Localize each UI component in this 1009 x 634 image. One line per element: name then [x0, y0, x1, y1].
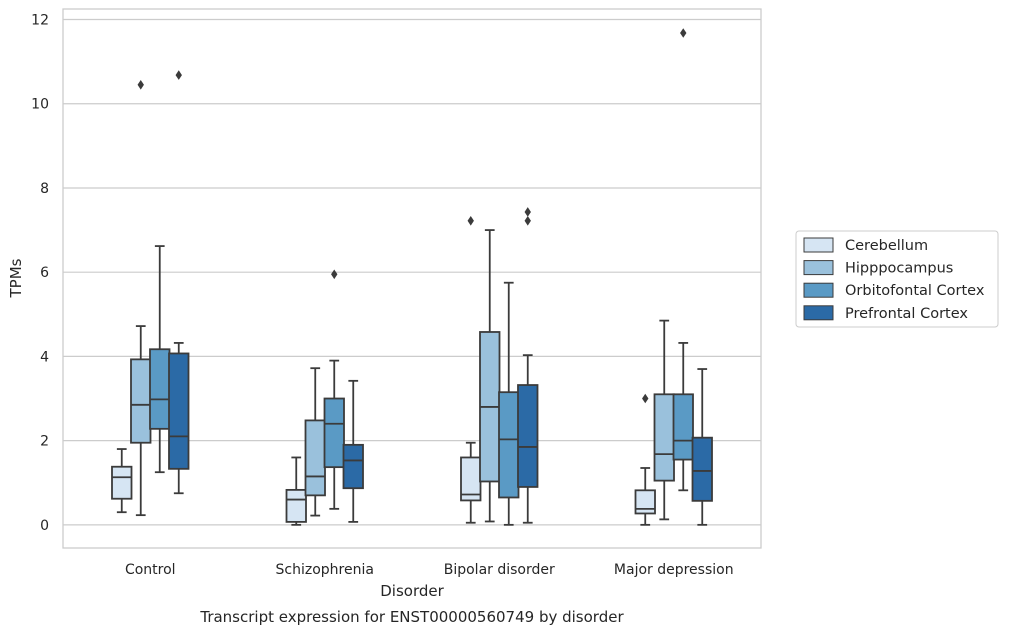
chart-caption: Transcript expression for ENST0000056074… — [199, 608, 624, 626]
box-body — [634, 489, 656, 515]
box-body — [517, 384, 539, 488]
outlier-point — [137, 79, 144, 90]
y-tick-label: 6 — [40, 265, 49, 281]
legend-label: Prefrontal Cortex — [845, 306, 968, 322]
legend-swatch — [803, 260, 834, 276]
x-axis-label: Disorder — [380, 582, 444, 600]
outlier-point — [175, 70, 182, 80]
y-tick-label: 2 — [40, 434, 49, 450]
box-3-2 — [672, 28, 694, 492]
outlier-point — [642, 393, 649, 404]
x-tick-label: Control — [125, 562, 176, 578]
box-2-3 — [517, 207, 539, 524]
y-tick-labels: 0 2 4 6 8 10 12 — [31, 13, 49, 534]
legend-item: Hipppocampus — [803, 260, 953, 277]
legend-label: Orbitofontal Cortex — [845, 283, 985, 299]
box-1-0 — [285, 456, 307, 526]
y-axis-label: TPMs — [7, 258, 25, 298]
legend: Cerebellum Hipppocampus Orbitofontal Corte… — [795, 230, 999, 328]
box-body — [323, 397, 345, 469]
legend-item: Prefrontal Cortex — [803, 305, 968, 322]
box-0-3 — [168, 70, 190, 495]
box-2-2 — [498, 281, 520, 526]
box-3-1 — [653, 319, 675, 521]
box-3-3 — [691, 368, 713, 526]
box-body — [672, 393, 694, 461]
box-0-1 — [130, 79, 152, 517]
box-body — [498, 391, 520, 499]
box-0-2 — [149, 245, 171, 474]
legend-item: Cerebellum — [803, 237, 928, 254]
legend-frame — [795, 230, 999, 328]
y-tick-label: 8 — [40, 181, 49, 197]
box-2-1 — [479, 229, 501, 523]
box-body — [285, 488, 307, 523]
box-2-0 — [460, 216, 482, 524]
box-body — [111, 465, 133, 500]
x-tick-label: Schizophrenia — [276, 562, 374, 578]
box-body — [304, 419, 326, 497]
outlier-point — [524, 216, 531, 226]
outlier-point — [467, 216, 474, 226]
box-0-0 — [111, 448, 133, 514]
y-tick-label: 0 — [40, 518, 49, 534]
legend-label: Cerebellum — [845, 238, 928, 254]
plot-frame — [62, 8, 762, 549]
outlier-point — [524, 207, 531, 217]
box-1-2 — [323, 269, 345, 510]
y-tick-label: 4 — [40, 349, 49, 365]
legend-swatch — [803, 282, 834, 298]
box-body — [691, 436, 713, 502]
legend-swatch — [803, 237, 834, 253]
box-body — [149, 348, 171, 430]
box-1-1 — [304, 367, 326, 517]
box-body — [168, 352, 190, 470]
x-tick-labels: Control Schizophrenia Bipolar disorder Majo… — [125, 562, 734, 578]
box-body — [342, 443, 364, 490]
y-tick-label: 12 — [31, 13, 49, 29]
box-body — [653, 393, 675, 482]
box-body — [130, 358, 152, 444]
outlier-point — [680, 28, 687, 38]
x-tick-label: Major depression — [614, 562, 734, 578]
legend-swatch — [803, 305, 834, 321]
boxes — [111, 28, 713, 526]
legend-item: Orbitofontal Cortex — [803, 282, 985, 299]
legend-label: Hipppocampus — [845, 261, 953, 277]
box-1-3 — [342, 379, 364, 523]
outlier-point — [331, 269, 338, 280]
x-tick-label: Bipolar disorder — [444, 562, 555, 578]
y-tick-label: 10 — [31, 97, 49, 113]
box-3-0 — [634, 393, 656, 526]
